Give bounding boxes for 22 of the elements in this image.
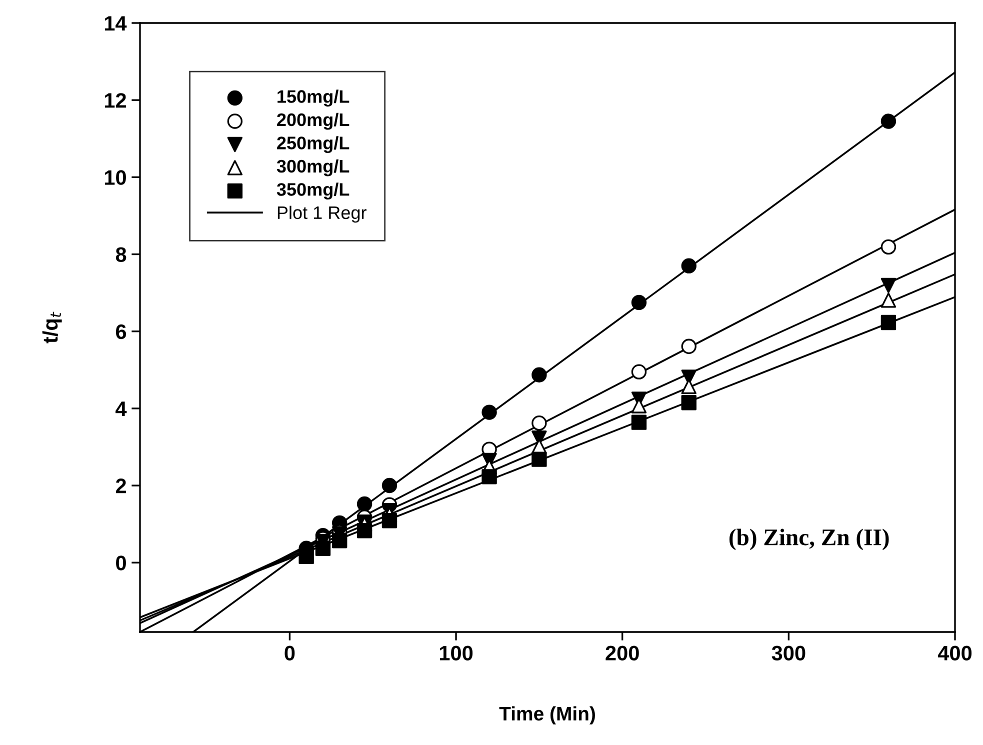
x-tick-label: 400	[938, 646, 972, 660]
y-tick-label: 6	[116, 324, 126, 340]
x-tick-label: 300	[772, 646, 806, 661]
y-tick-label: 12	[104, 93, 126, 108]
legend-label: Plot 1 Regr	[278, 206, 366, 223]
legend-label: 150mg/L	[278, 90, 350, 107]
x-tick-label: 0	[284, 646, 295, 660]
y-tick-label: 10	[104, 170, 126, 185]
legend-label: 350mg/L	[276, 182, 350, 200]
annotation: (b) Zinc, Zn (II)	[729, 528, 889, 550]
y-tick-label: 8	[116, 247, 126, 262]
y-tick-label: 14	[104, 16, 127, 31]
x-tick-label: 200	[606, 646, 639, 660]
y-axis-title: t/q$_{t}$	[42, 312, 62, 344]
y-tick-label: 4	[116, 402, 127, 416]
x-tick-label: 100	[440, 646, 473, 660]
legend-label: 250mg/L	[277, 136, 350, 154]
legend-label: 300mg/L	[276, 159, 350, 176]
y-tick-label: 0	[116, 556, 126, 570]
legend-label: 200mg/L	[277, 112, 350, 130]
y-tick-label: 2	[116, 478, 126, 494]
x-axis-title: Time (Min)	[499, 706, 595, 724]
